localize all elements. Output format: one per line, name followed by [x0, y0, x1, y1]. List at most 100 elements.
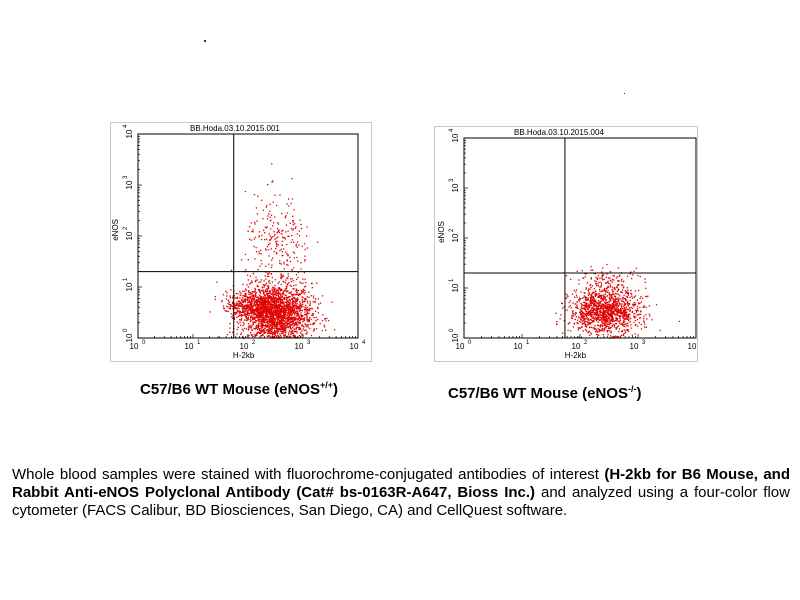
y-tick-label: 10: [451, 283, 460, 292]
data-point: [291, 312, 293, 314]
data-point: [260, 325, 262, 327]
data-point: [618, 312, 620, 314]
data-point: [271, 288, 273, 290]
data-point: [562, 332, 564, 334]
data-point: [265, 318, 267, 320]
data-point: [259, 290, 261, 293]
y-tick-exponent: 4: [123, 124, 129, 128]
data-point: [617, 320, 619, 322]
data-point: [613, 275, 615, 277]
data-point: [601, 327, 603, 330]
data-point: [264, 301, 267, 303]
data-point: [619, 322, 621, 325]
data-point: [601, 271, 603, 273]
data-point: [603, 278, 605, 280]
data-point: [604, 293, 606, 295]
data-point: [559, 318, 561, 320]
data-point: [253, 309, 255, 311]
data-point: [298, 304, 301, 306]
data-point: [262, 329, 264, 331]
data-point: [251, 304, 253, 307]
data-point: [278, 292, 280, 294]
data-point: [256, 304, 258, 307]
data-point: [621, 278, 623, 280]
data-point: [583, 305, 585, 307]
data-point: [601, 304, 604, 306]
data-point: [622, 316, 624, 319]
data-point: [263, 325, 265, 327]
data-point: [292, 330, 294, 332]
data-point: [300, 328, 302, 331]
data-point: [309, 327, 311, 330]
data-point: [604, 324, 606, 326]
data-point: [262, 284, 264, 286]
data-point: [297, 336, 300, 339]
data-point: [269, 282, 271, 284]
data-point: [280, 317, 283, 320]
data-point: [318, 303, 320, 305]
data-point: [265, 297, 267, 299]
data-point: [265, 321, 268, 323]
data-point: [620, 311, 622, 313]
data-point: [258, 288, 260, 291]
data-point: [609, 271, 612, 273]
data-point: [308, 296, 310, 298]
data-point: [292, 288, 294, 290]
data-point: [252, 299, 254, 301]
data-point: [250, 302, 252, 305]
data-point: [580, 310, 582, 312]
data-point: [602, 267, 604, 269]
data-point: [615, 335, 617, 337]
data-point: [599, 296, 601, 298]
data-point: [596, 311, 598, 313]
data-point: [268, 303, 270, 305]
data-point: [570, 307, 572, 309]
data-point: [634, 302, 636, 304]
data-point: [584, 325, 586, 327]
data-point: [273, 298, 275, 300]
data-point: [249, 318, 251, 320]
data-point: [253, 302, 256, 304]
data-point: [586, 324, 588, 326]
data-point: [290, 308, 292, 311]
data-point: [292, 332, 295, 334]
data-point: [289, 222, 291, 224]
data-point: [281, 320, 283, 322]
data-point: [604, 312, 606, 314]
data-point: [281, 230, 283, 232]
data-point: [580, 321, 582, 323]
data-point: [287, 313, 289, 315]
data-point: [307, 326, 309, 328]
data-point: [590, 315, 593, 318]
data-point: [582, 304, 584, 306]
data-point: [274, 285, 276, 287]
data-point: [295, 274, 298, 276]
data-point: [629, 314, 631, 316]
data-point: [282, 320, 285, 322]
data-point: [248, 325, 250, 327]
data-point: [579, 298, 581, 301]
data-point: [249, 312, 251, 314]
data-point: [282, 280, 284, 283]
data-point: [302, 321, 304, 323]
data-point: [630, 306, 632, 309]
data-point: [609, 316, 611, 318]
data-point: [258, 290, 261, 293]
data-point: [284, 297, 286, 299]
data-point: [279, 249, 281, 252]
data-point: [279, 333, 281, 335]
data-point: [286, 259, 288, 261]
data-point: [605, 307, 608, 310]
data-point: [583, 323, 585, 325]
data-point: [257, 313, 259, 315]
data-point: [618, 328, 621, 330]
data-point: [316, 241, 319, 243]
data-point: [637, 274, 639, 277]
data-point: [286, 203, 288, 205]
data-point: [284, 217, 286, 219]
data-point: [623, 307, 626, 309]
data-point: [254, 290, 256, 292]
data-point: [281, 251, 283, 253]
data-point: [622, 334, 625, 337]
data-point: [587, 310, 590, 312]
